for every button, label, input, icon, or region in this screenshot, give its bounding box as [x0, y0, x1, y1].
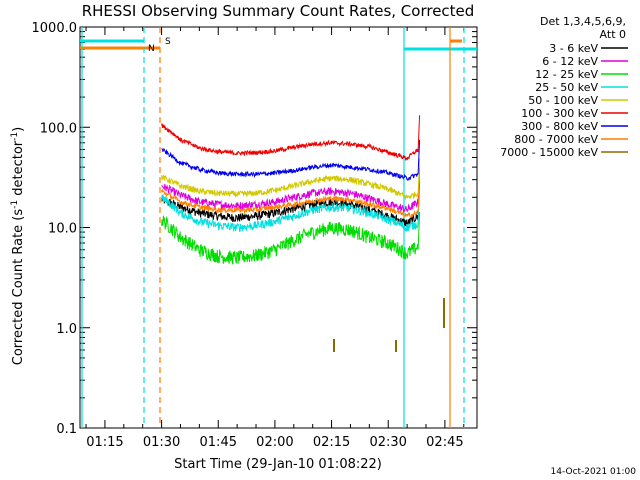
series-line: [161, 158, 421, 201]
x-axis-label: Start Time (29-Jan-10 01:08:22): [174, 457, 382, 472]
y-axis-label: Corrected Count Rate (s-1 detector-1): [10, 127, 26, 365]
legend-header-attenuator: Att 0: [600, 28, 626, 41]
x-tick-label: 02:15: [313, 435, 350, 450]
series-line: [161, 115, 421, 162]
legend-entry-label: 12 - 25 keV: [535, 68, 598, 81]
y-tick-label: 10.0: [48, 222, 77, 237]
legend-entry-label: 3 - 6 keV: [549, 42, 598, 55]
x-tick-label: 02:00: [256, 435, 293, 450]
legend-entry-label: 25 - 50 keV: [535, 81, 598, 94]
chart-title: RHESSI Observing Summary Count Rates, Co…: [82, 2, 475, 20]
legend-entry-label: 800 - 7000 keV: [514, 133, 598, 146]
series-line: [161, 139, 421, 181]
legend-entry-label: 50 - 100 keV: [528, 94, 598, 107]
plot-frame: [79, 26, 478, 429]
high-energy-spikes: [333, 298, 445, 352]
y-tick-label: 1000.0: [32, 21, 78, 36]
plot-area: N S: [79, 26, 478, 429]
legend-entry-label: 6 - 12 keV: [542, 55, 598, 68]
legend-entry-label: 300 - 800 keV: [521, 120, 598, 133]
series-line: [161, 178, 421, 219]
series-layer: [161, 115, 421, 265]
series-line: [161, 188, 421, 233]
series-line: [161, 167, 421, 213]
y-tick-label: 1.0: [56, 322, 77, 337]
x-tick-label: 01:15: [86, 435, 123, 450]
s-marker-label: S: [165, 37, 171, 47]
legend-entry-label: 7000 - 15000 keV: [500, 146, 598, 159]
n-marker-label: N: [148, 44, 155, 54]
x-tick-label: 02:30: [369, 435, 406, 450]
x-tick-label: 01:30: [143, 435, 180, 450]
y-tick-label: 0.1: [56, 422, 77, 437]
series-line: [161, 211, 421, 265]
axis-ticks: 01:15 01:30 01:45 02:00 02:15 02:30 02:45 0.1 1.…: [32, 21, 477, 450]
y-tick-label: 100.0: [40, 121, 77, 136]
legend-entry-label: 100 - 300 keV: [521, 107, 598, 120]
x-tick-label: 01:45: [200, 435, 237, 450]
timestamp-label: 14-Oct-2021 01:00: [551, 467, 637, 477]
legend-header-detectors: Det 1,3,4,5,6,9,: [540, 15, 626, 28]
x-tick-label: 02:45: [426, 435, 463, 450]
